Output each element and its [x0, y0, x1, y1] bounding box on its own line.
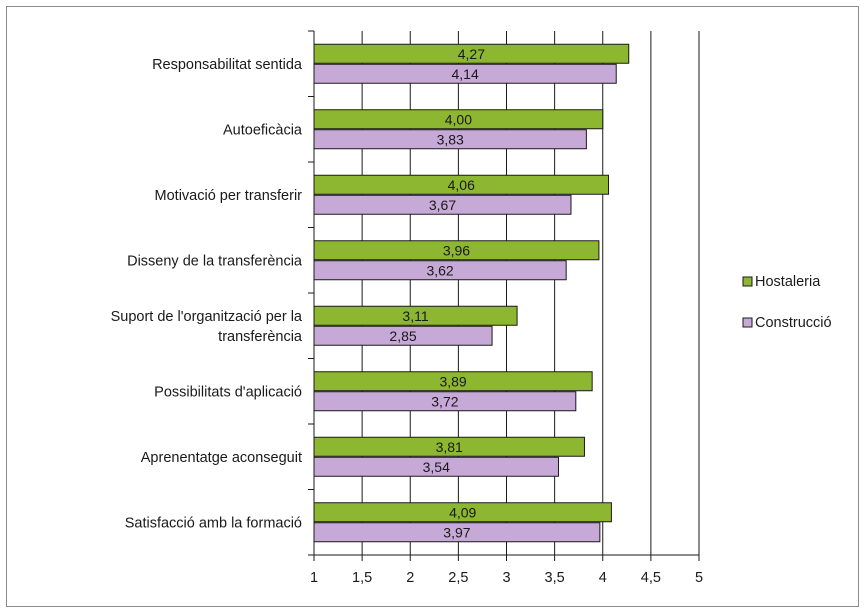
- data-label-hostaleria-5: 3,89: [439, 373, 466, 389]
- data-label-construcció-3: 3,62: [426, 262, 453, 278]
- data-label-construcció-0: 4,14: [451, 66, 478, 82]
- data-label-construcció-5: 3,72: [431, 393, 458, 409]
- legend-swatch-construcció: [742, 317, 753, 328]
- value-tick-label-2: 2: [406, 570, 414, 586]
- data-label-hostaleria-7: 4,09: [449, 504, 476, 520]
- category-label-5: Possibilitats d'aplicació: [154, 384, 302, 400]
- category-label-6: Aprenentatge aconseguit: [141, 450, 302, 466]
- category-label-1: Autoeficàcia: [223, 122, 303, 138]
- value-tick-label-6: 4: [599, 570, 607, 586]
- legend-label-construcció: Construcció: [755, 315, 832, 331]
- category-label-4-line-1: transferència: [218, 329, 303, 345]
- value-tick-label-7: 4,5: [641, 570, 661, 586]
- data-label-hostaleria-6: 3,81: [436, 439, 463, 455]
- data-label-construcció-7: 3,97: [443, 524, 470, 540]
- data-label-hostaleria-4: 3,11: [402, 308, 428, 324]
- legend-swatch-hostaleria: [742, 276, 753, 287]
- data-label-construcció-6: 3,54: [423, 459, 450, 475]
- value-tick-label-8: 5: [695, 570, 703, 586]
- value-tick-label-5: 3,5: [545, 570, 565, 586]
- data-label-hostaleria-3: 3,96: [443, 242, 470, 258]
- value-tick-label-0: 1: [310, 570, 318, 586]
- category-label-0: Responsabilitat sentida: [152, 57, 303, 73]
- category-label-7: Satisfacció amb la formació: [125, 515, 302, 531]
- legend-label-hostaleria: Hostaleria: [755, 274, 821, 290]
- data-label-construcció-4: 2,85: [389, 328, 416, 344]
- category-label-2: Motivació per transferir: [155, 188, 303, 204]
- data-label-construcció-2: 3,67: [429, 197, 456, 213]
- value-tick-label-1: 1,5: [352, 570, 372, 586]
- data-label-construcció-1: 3,83: [437, 131, 464, 147]
- category-label-3: Disseny de la transferència: [127, 253, 303, 269]
- data-label-hostaleria-2: 4,06: [448, 177, 475, 193]
- data-label-hostaleria-0: 4,27: [458, 46, 485, 62]
- category-label-4-line-0: Suport de l'organització per la: [111, 309, 303, 325]
- value-tick-label-4: 3: [502, 570, 510, 586]
- value-tick-label-3: 2,5: [448, 570, 468, 586]
- data-label-hostaleria-1: 4,00: [445, 111, 472, 127]
